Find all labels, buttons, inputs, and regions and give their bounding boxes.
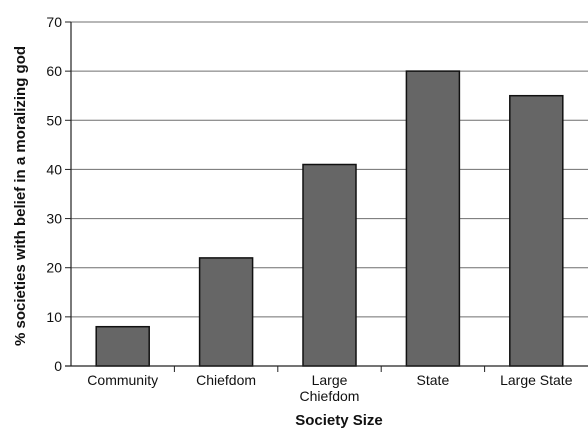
axes <box>65 21 588 372</box>
x-tick-label: Community <box>87 372 158 388</box>
y-tick-label: 40 <box>46 161 62 177</box>
bar-community <box>95 325 150 367</box>
x-tick-labels: Community Chiefdom Large Chiefdom State Large… <box>87 372 572 404</box>
x-tick-label: Large State <box>500 372 573 388</box>
y-tick-label: 0 <box>54 358 62 374</box>
bar-state <box>405 70 461 367</box>
y-tick-label: 50 <box>46 112 62 128</box>
bar-chiefdom <box>198 257 254 367</box>
y-axis-title: % societies with belief in a moralizing … <box>12 46 29 346</box>
bar-large-chiefdom <box>302 163 357 367</box>
x-tick-label: State <box>417 372 450 388</box>
y-tick-label: 10 <box>46 309 62 325</box>
bar-large-state <box>509 94 564 367</box>
y-tick-label: 20 <box>46 260 62 276</box>
y-tick-labels: 0 10 20 30 40 50 60 70 <box>46 14 62 374</box>
x-axis-title: Society Size <box>295 412 383 429</box>
x-tick-label: Chiefdom <box>196 372 256 388</box>
y-tick-label: 30 <box>46 211 62 227</box>
y-tick-label: 70 <box>46 14 62 30</box>
bars <box>95 70 564 367</box>
x-tick-label: Large Chiefdom <box>300 372 360 404</box>
y-tick-label: 60 <box>46 63 62 79</box>
